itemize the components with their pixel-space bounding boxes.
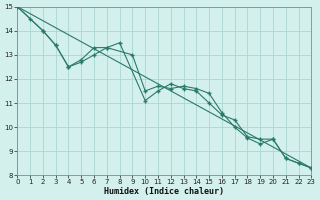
X-axis label: Humidex (Indice chaleur): Humidex (Indice chaleur) [104, 187, 224, 196]
